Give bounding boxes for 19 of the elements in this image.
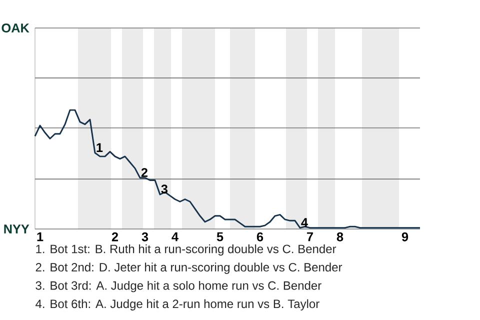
annotation: 3 xyxy=(161,184,168,194)
text: 3. Bot 3rd: A. Judge hit a solo home run vs C. Bender xyxy=(36,280,322,292)
annotation: 4 xyxy=(301,218,308,227)
annotation: 2 xyxy=(141,168,148,177)
text: 4. Bot 6th: A. Judge hit a 2-run home run vs B. Taylor xyxy=(36,299,320,310)
x-tick-label: 7 xyxy=(307,232,313,242)
x-tick-label: 3 xyxy=(142,232,148,242)
x-tick-label: 8 xyxy=(336,232,344,242)
x-tick-label: 1 xyxy=(37,232,44,242)
x-tick-label: 6 xyxy=(256,232,264,242)
text: 2. Bot 2nd: D. Jeter hit a run-scoring double vs C. Bender xyxy=(36,262,342,274)
text: 1. Bot 1st: B. Ruth hit a run-scoring double vs C. Bender xyxy=(36,244,336,256)
annotation: 1 xyxy=(96,143,103,152)
ref-line-label: OAK xyxy=(2,24,30,32)
ref-line-label: NYY xyxy=(4,224,30,234)
x-tick-label: 2 xyxy=(112,232,118,242)
x-tick-label: 9 xyxy=(402,232,408,242)
x-tick-label: 5 xyxy=(216,232,224,242)
x-tick-label: 4 xyxy=(172,232,178,242)
